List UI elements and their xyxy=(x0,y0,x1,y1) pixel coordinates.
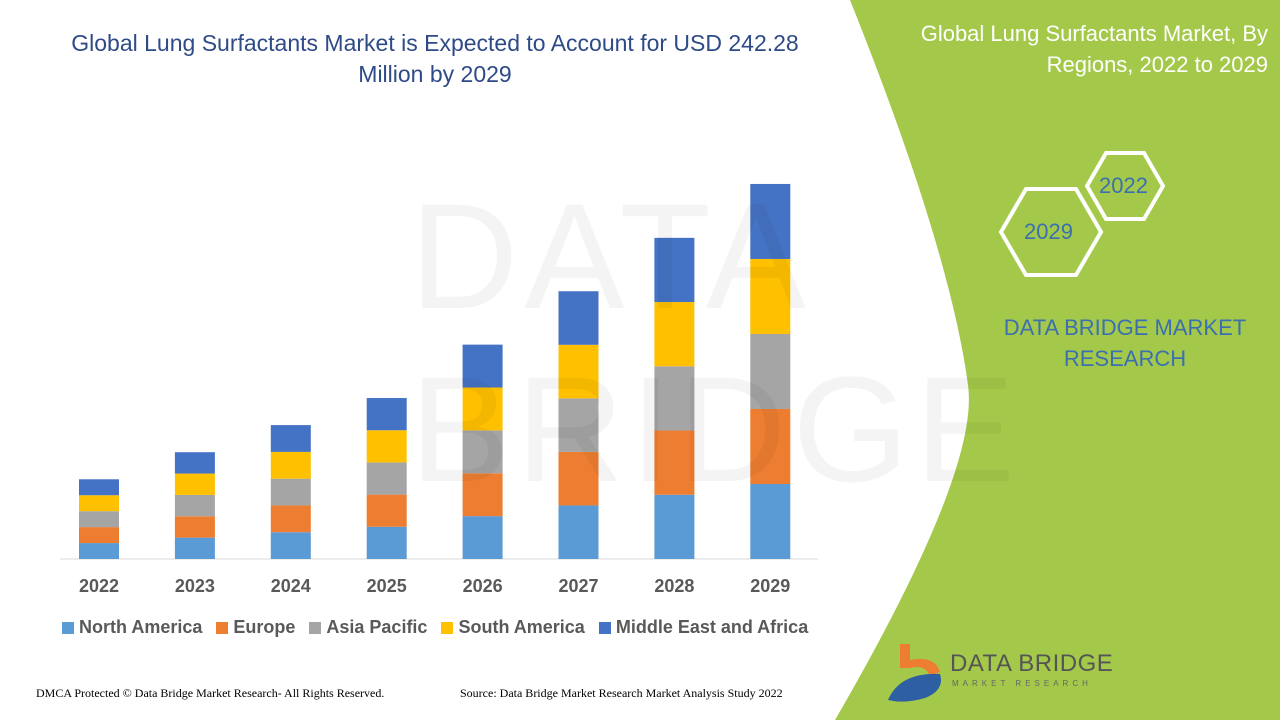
bar-2023-europe xyxy=(174,516,215,538)
x-tick-2027: 2027 xyxy=(558,576,598,596)
bar-2022-europe xyxy=(79,527,119,544)
bar-2026-europe xyxy=(462,473,503,517)
bar-2027-asia-pacific xyxy=(558,398,599,452)
x-tick-2026: 2026 xyxy=(463,576,503,596)
bar-2028-asia-pacific xyxy=(654,366,695,431)
bar-2029-south-america xyxy=(750,258,791,334)
bar-2023-north-america xyxy=(174,537,215,559)
x-tick-2024: 2024 xyxy=(271,576,311,596)
bar-2024-asia-pacific xyxy=(270,478,311,506)
bar-2026-south-america xyxy=(462,387,503,431)
bar-2022-asia-pacific xyxy=(79,511,119,528)
bar-2022-middle-east-and-africa xyxy=(79,479,119,496)
bar-2022-south-america xyxy=(79,495,119,512)
legend-item-south-america: South America xyxy=(441,617,585,638)
bar-2024-middle-east-and-africa xyxy=(270,425,311,452)
bar-2023-south-america xyxy=(174,473,215,495)
legend: North America Europe Asia Pacific South … xyxy=(62,617,808,638)
footer-source: Source: Data Bridge Market Research Mark… xyxy=(460,686,783,700)
bar-2026-asia-pacific xyxy=(462,430,503,474)
bar-2029-asia-pacific xyxy=(750,333,791,409)
bar-2027-north-america xyxy=(558,505,599,559)
hex-label-2029: 2029 xyxy=(1024,219,1073,244)
side-panel-title: Global Lung Surfactants Market, By Regio… xyxy=(920,21,1268,77)
x-tick-2022: 2022 xyxy=(79,576,119,596)
bar-2025-south-america xyxy=(366,430,407,463)
bar-2025-asia-pacific xyxy=(366,462,407,495)
bar-2025-north-america xyxy=(366,526,407,559)
bar-2024-europe xyxy=(270,505,311,533)
footer-copyright: DMCA Protected © Data Bridge Market Rese… xyxy=(36,686,385,700)
hex-label-2022: 2022 xyxy=(1099,173,1148,198)
bar-2028-europe xyxy=(654,430,695,495)
x-tick-2028: 2028 xyxy=(654,576,694,596)
bars-group xyxy=(79,183,791,559)
logo-text: DATA BRIDGE xyxy=(950,650,1114,677)
logo-subtext: MARKET RESEARCH xyxy=(952,679,1092,688)
bar-2029-europe xyxy=(750,408,791,484)
x-tick-2023: 2023 xyxy=(175,576,215,596)
legend-item-europe: Europe xyxy=(216,617,295,638)
bar-2029-north-america xyxy=(750,483,791,559)
legend-item-north-america: North America xyxy=(62,617,202,638)
bar-2027-europe xyxy=(558,451,599,506)
bar-2029-middle-east-and-africa xyxy=(750,183,791,259)
bar-2024-south-america xyxy=(270,451,311,479)
bar-2024-north-america xyxy=(270,532,311,559)
bar-2025-middle-east-and-africa xyxy=(366,398,407,431)
bar-2027-middle-east-and-africa xyxy=(558,291,599,345)
bar-2028-south-america xyxy=(654,302,695,367)
bar-2022-north-america xyxy=(79,543,119,559)
bar-2026-middle-east-and-africa xyxy=(462,344,503,388)
bar-2023-middle-east-and-africa xyxy=(174,452,215,474)
x-tick-2029: 2029 xyxy=(750,576,790,596)
hexagon-2022 xyxy=(1084,151,1166,221)
green-side-panel xyxy=(835,0,1280,720)
bar-2023-asia-pacific xyxy=(174,494,215,517)
bar-2027-south-america xyxy=(558,344,599,399)
logo-mark xyxy=(888,644,941,702)
chart-title: Global Lung Surfactants Market is Expect… xyxy=(71,30,799,87)
watermark: DATA BRIDGE xyxy=(410,170,1280,516)
bar-2028-north-america xyxy=(654,494,695,559)
legend-item-asia-pacific: Asia Pacific xyxy=(309,617,427,638)
legend-item-middle-east-africa: Middle East and Africa xyxy=(598,617,808,638)
brand-text: DATA BRIDGE MARKET RESEARCH xyxy=(1003,315,1247,371)
hexagon-2029 xyxy=(998,187,1104,277)
bar-2028-middle-east-and-africa xyxy=(654,237,695,303)
x-tick-2025: 2025 xyxy=(367,576,407,596)
bar-2025-europe xyxy=(366,494,407,527)
bar-2026-north-america xyxy=(462,516,503,559)
x-tick-labels: 2022 2023 2024 2025 2026 2027 2028 2029 xyxy=(79,576,790,596)
